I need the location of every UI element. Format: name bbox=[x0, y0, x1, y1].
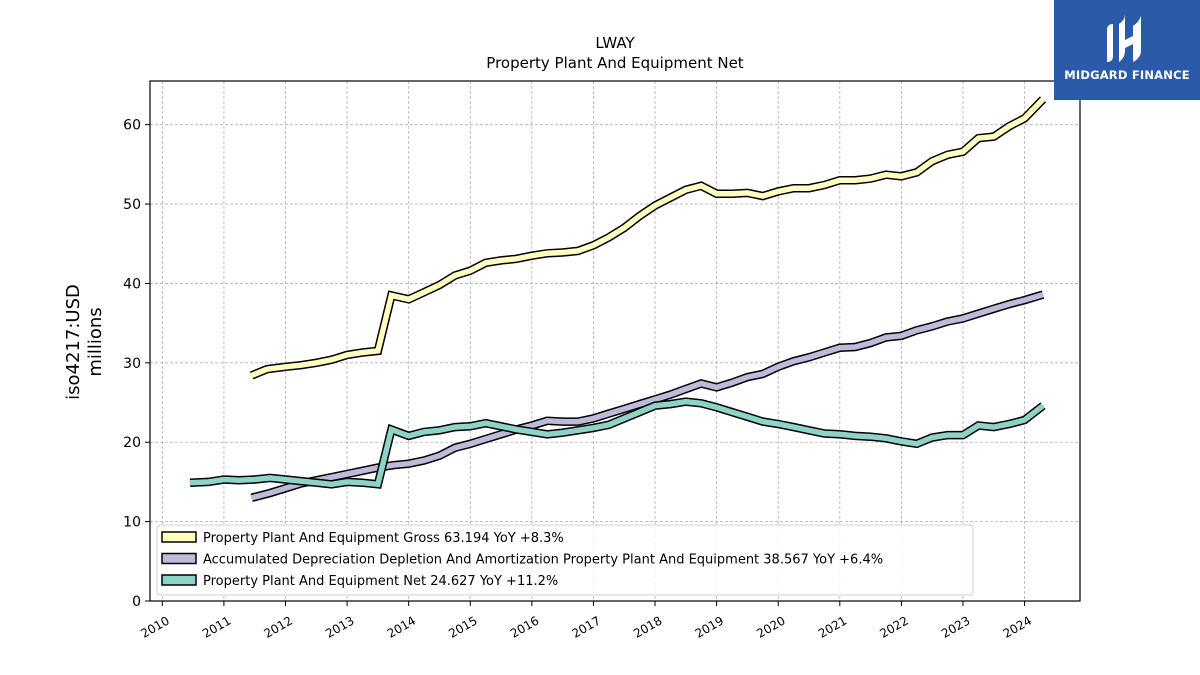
legend-swatch bbox=[161, 531, 197, 543]
x-tick-label: 2012 bbox=[262, 613, 295, 640]
logo-text: MIDGARD FINANCE bbox=[1064, 68, 1190, 82]
y-tick-label: 10 bbox=[123, 515, 141, 531]
y-tick-label: 20 bbox=[123, 435, 141, 451]
x-tick-label: 2010 bbox=[138, 613, 171, 640]
x-tick-label: 2011 bbox=[200, 613, 233, 640]
legend-entry: Accumulated Depreciation Depletion And A… bbox=[203, 553, 883, 568]
x-tick-label: 2014 bbox=[385, 613, 418, 640]
x-tick-label: 2015 bbox=[446, 613, 479, 640]
legend-entry: Property Plant And Equipment Gross 63.19… bbox=[203, 531, 564, 546]
x-tick-label: 2024 bbox=[1001, 613, 1034, 640]
x-tick-label: 2022 bbox=[877, 613, 910, 640]
chart-subtitle: Property Plant And Equipment Net bbox=[486, 54, 743, 72]
x-tick-label: 2018 bbox=[631, 613, 664, 640]
x-tick-label: 2019 bbox=[693, 613, 726, 640]
series-lines bbox=[189, 96, 1047, 502]
y-tick-label: 0 bbox=[132, 594, 141, 610]
plot-frame bbox=[149, 80, 1081, 602]
x-tick-label: 2016 bbox=[508, 613, 541, 640]
chart-title: LWAY bbox=[595, 34, 635, 52]
y-axis-label-unit: millions bbox=[85, 307, 106, 376]
x-tick-label: 2023 bbox=[939, 613, 972, 640]
legend-entry: Property Plant And Equipment Net 24.627 … bbox=[203, 574, 558, 589]
midgard-finance-logo: MIDGARD FINANCE bbox=[1054, 0, 1200, 100]
x-tick-label: 2017 bbox=[569, 613, 602, 640]
y-axis-label: iso4217:USD bbox=[63, 284, 84, 400]
y-tick-label: 30 bbox=[123, 356, 141, 372]
series-3 bbox=[189, 397, 1046, 489]
midgard-logo-icon bbox=[1107, 14, 1141, 62]
x-tick-label: 2021 bbox=[816, 613, 849, 640]
legend: Property Plant And Equipment Gross 63.19… bbox=[156, 524, 974, 596]
y-tick-label: 50 bbox=[123, 197, 141, 213]
series-line bbox=[189, 398, 1045, 488]
legend-box bbox=[156, 524, 974, 596]
series-1 bbox=[249, 96, 1047, 380]
series-2 bbox=[250, 290, 1045, 502]
series-line bbox=[250, 97, 1045, 379]
legend-swatch bbox=[161, 552, 197, 565]
y-tick-label: 40 bbox=[123, 276, 141, 292]
y-tick-label: 60 bbox=[123, 118, 141, 134]
series-line-outline bbox=[249, 96, 1047, 380]
grid bbox=[150, 81, 1080, 601]
legend-swatch bbox=[161, 574, 197, 586]
x-tick-label: 2020 bbox=[754, 613, 787, 640]
x-tick-label: 2013 bbox=[323, 613, 356, 640]
